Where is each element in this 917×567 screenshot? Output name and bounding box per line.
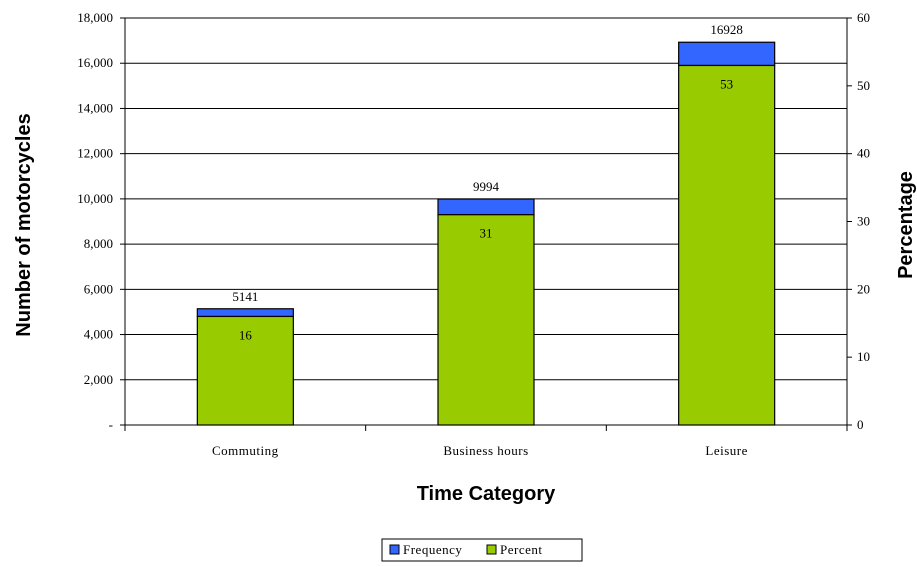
y-tick-label: 10,000 xyxy=(77,191,113,206)
bar-percent xyxy=(678,64,776,426)
y-tick-label: 4,000 xyxy=(84,327,113,342)
legend: Frequency Percent xyxy=(381,538,583,562)
y2-tick-label: 20 xyxy=(857,281,870,296)
data-label-percent: 31 xyxy=(480,226,493,241)
y-tick-label: - xyxy=(109,417,113,432)
legend-label-percent: Percent xyxy=(500,542,542,557)
data-label-frequency: 5141 xyxy=(232,289,258,304)
y-tick-label: 14,000 xyxy=(77,100,113,115)
y-tick-label: 8,000 xyxy=(84,236,113,251)
y-tick-label: 18,000 xyxy=(77,10,113,25)
y2-tick-label: 30 xyxy=(857,214,870,229)
data-label-percent: 16 xyxy=(239,327,253,342)
y-tick-label: 16,000 xyxy=(77,55,113,70)
y2-tick-label: 0 xyxy=(857,417,864,432)
bar-percent xyxy=(437,214,535,426)
bar-frequency xyxy=(437,198,535,216)
y2-tick-label: 40 xyxy=(857,146,870,161)
bar-percent xyxy=(196,315,294,426)
y2-tick-label: 10 xyxy=(857,349,870,364)
x-tick-label: Leisure xyxy=(705,443,747,458)
y2-axis-title: Percentage xyxy=(895,171,917,279)
legend-swatch-frequency xyxy=(389,544,400,555)
labels: - 2,000 4,000 6,000 8,000 10,000 12,000 14,000 1… xyxy=(77,10,870,458)
data-label-percent: 53 xyxy=(720,76,733,91)
data-label-frequency: 9994 xyxy=(473,179,500,194)
x-axis-title: Time Category xyxy=(417,483,556,505)
bars xyxy=(196,41,776,426)
y-tick-label: 12,000 xyxy=(77,146,113,161)
y2-tick-label: 60 xyxy=(857,10,870,25)
x-tick-label: Commuting xyxy=(212,443,279,458)
y-tick-label: 6,000 xyxy=(84,281,113,296)
legend-frame xyxy=(381,538,583,562)
axes xyxy=(120,17,852,431)
bar-frequency xyxy=(678,41,776,67)
y2-tick-label: 50 xyxy=(857,78,870,93)
y-tick-label: 2,000 xyxy=(84,372,113,387)
bar-frequency xyxy=(196,308,294,318)
legend-label-frequency: Frequency xyxy=(403,542,462,557)
legend-swatch-percent xyxy=(486,544,497,555)
y-axis-title: Number of motorcycles xyxy=(13,113,35,336)
x-tick-label: Business hours xyxy=(443,443,528,458)
data-label-frequency: 16928 xyxy=(710,22,743,37)
